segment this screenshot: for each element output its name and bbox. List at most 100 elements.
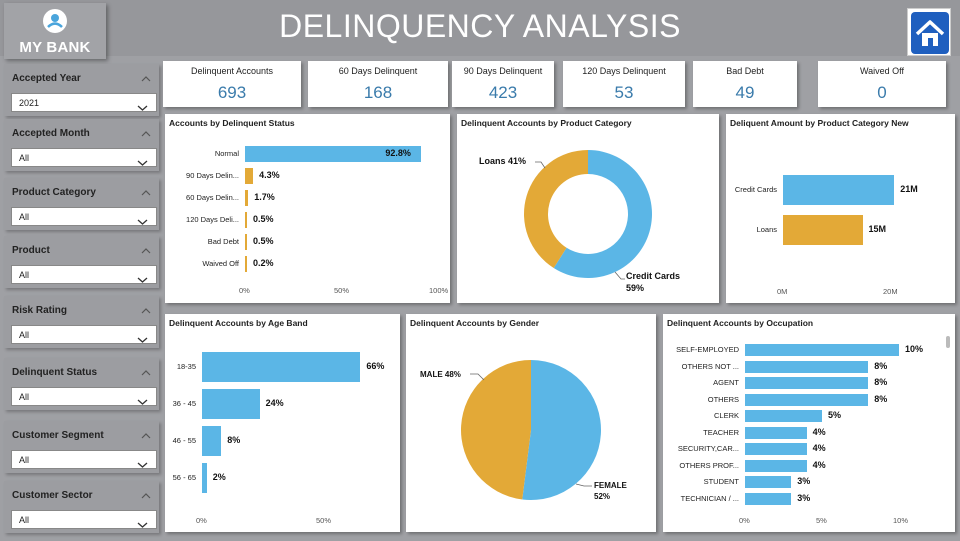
slicer-label: Delinquent Status <box>12 367 98 378</box>
chevron-up-icon[interactable] <box>141 364 151 376</box>
kpi-value: 0 <box>877 83 887 102</box>
data-label: 5% <box>828 410 842 420</box>
chevron-up-icon[interactable] <box>141 242 151 254</box>
chevron-up-icon[interactable] <box>141 427 151 439</box>
category-label: 36 - 45 <box>172 399 196 408</box>
bar[interactable] <box>202 426 222 456</box>
kpi-card: 120 Days Delinquent 53 <box>563 61 685 107</box>
bar[interactable] <box>783 175 895 205</box>
slicer-1: Accepted Month All <box>4 119 159 171</box>
loans-slice[interactable] <box>524 150 588 269</box>
age-chart-title: Delinquent Accounts by Age Band <box>169 318 308 328</box>
scrollbar[interactable] <box>946 336 950 348</box>
bar[interactable] <box>245 168 254 184</box>
kpi-value: 53 <box>614 83 634 102</box>
gender-pie-panel: Delinquent Accounts by Gender MALE 48% FE… <box>406 314 656 532</box>
slicer-value: All <box>19 153 30 163</box>
category-label: OTHERS <box>707 394 739 404</box>
bar[interactable] <box>783 215 863 245</box>
chevron-up-icon[interactable] <box>141 302 151 314</box>
slicer-dropdown[interactable]: All <box>11 450 157 469</box>
credit-cards-slice[interactable] <box>553 150 652 278</box>
slicer-dropdown[interactable]: All <box>11 510 157 529</box>
category-label: 56 - 65 <box>172 473 196 482</box>
gender-pie-chart: MALE 48% FEMALE 52% <box>420 360 628 501</box>
kpi-label: 120 Days Delinquent <box>582 66 666 76</box>
data-label: 8% <box>874 360 888 371</box>
kpi-value: 168 <box>363 83 393 102</box>
bar[interactable] <box>245 190 249 206</box>
data-label: 4% <box>812 443 826 453</box>
kpi-label: Waived Off <box>859 66 904 76</box>
slicer-dropdown[interactable]: All <box>11 148 157 167</box>
slicer-dropdown[interactable]: All <box>11 207 157 226</box>
bar[interactable] <box>745 377 869 389</box>
bar[interactable] <box>202 352 361 382</box>
data-label: 0.2% <box>253 258 274 268</box>
kpi-card: Bad Debt 49 <box>693 61 797 107</box>
slicer-6: Customer Segment All <box>4 421 159 473</box>
chevron-up-icon[interactable] <box>141 70 151 82</box>
female-slice-value: 52% <box>594 492 610 501</box>
slicer-dropdown[interactable]: All <box>11 325 157 344</box>
slicer-label: Accepted Month <box>12 128 90 139</box>
female-slice-label: FEMALE <box>594 481 628 490</box>
kpi-card: Waived Off 0 <box>818 61 946 107</box>
bar[interactable] <box>745 393 869 406</box>
female-slice[interactable] <box>522 360 601 500</box>
category-label: Credit Cards <box>734 185 777 194</box>
bar[interactable] <box>745 492 792 505</box>
slicer-value: All <box>19 212 30 222</box>
category-label: 60 Days Delin... <box>186 193 239 202</box>
home-button[interactable] <box>907 8 951 56</box>
slicer-dropdown[interactable]: 2021 <box>11 93 157 112</box>
slicer-3: Product All <box>4 236 159 288</box>
chevron-up-icon[interactable] <box>141 125 151 137</box>
bar[interactable] <box>202 463 207 493</box>
data-label: 4% <box>812 426 826 437</box>
bar[interactable] <box>745 426 807 439</box>
page-title: DELINQUENCY ANALYSIS <box>279 8 681 44</box>
bar[interactable] <box>202 389 260 419</box>
chevron-up-icon[interactable] <box>141 487 151 499</box>
x-tick-label: 0M <box>777 287 788 296</box>
category-label: 18-35 <box>176 362 196 371</box>
kpi-label: Bad Debt <box>726 66 764 76</box>
bar[interactable] <box>245 212 247 228</box>
slicer-dropdown[interactable]: All <box>11 265 157 284</box>
category-label: OTHERS NOT ... <box>681 361 739 371</box>
chevron-up-icon[interactable] <box>141 184 151 196</box>
kpi-value: 423 <box>488 83 518 102</box>
kpi-value: 49 <box>735 83 755 102</box>
bar[interactable] <box>745 344 899 356</box>
bar[interactable] <box>245 146 422 162</box>
credit-cards-slice-label: Credit Cards <box>626 271 680 281</box>
data-label: 8% <box>874 377 888 387</box>
bar[interactable] <box>745 459 807 472</box>
data-label: 92.8% <box>385 148 411 158</box>
data-label: 8% <box>874 393 888 404</box>
slicer-dropdown[interactable]: All <box>11 387 157 406</box>
category-label: 46 - 55 <box>172 436 196 445</box>
bar[interactable] <box>245 234 247 250</box>
x-tick-label: 0% <box>739 516 750 525</box>
credit-cards-slice-value: 59% <box>626 283 644 293</box>
logo-text: MY BANK <box>19 39 91 56</box>
bar[interactable] <box>745 443 807 455</box>
x-tick-label: 0% <box>239 286 250 295</box>
header-bar: MY BANK DELINQUENCY ANALYSIS <box>0 0 960 59</box>
bar[interactable] <box>745 360 869 373</box>
amount-chart-panel: Deliquent Amount by Product Category New… <box>726 114 955 303</box>
occupation-chart-panel: Delinquent Accounts by Occupation SELF-E… <box>663 314 955 532</box>
category-label: 90 Days Delin... <box>186 171 239 180</box>
category-label: SECURITY,CAR... <box>677 444 739 453</box>
data-label: 0.5% <box>253 214 274 224</box>
data-label: 1.7% <box>254 192 275 202</box>
leader-line <box>535 161 546 169</box>
bar[interactable] <box>745 410 822 422</box>
slicer-value: 2021 <box>19 98 40 108</box>
bar[interactable] <box>245 256 247 272</box>
male-slice[interactable] <box>460 360 531 500</box>
bar[interactable] <box>745 476 792 488</box>
age-chart-panel: Delinquent Accounts by Age Band 18-35 66%… <box>165 314 400 532</box>
